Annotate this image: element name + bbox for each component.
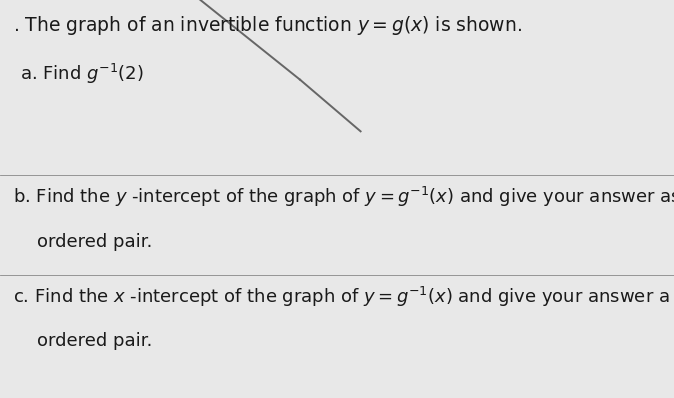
Text: b. Find the $y$ -intercept of the graph of $y = g^{-1}(x)$ and give your answer : b. Find the $y$ -intercept of the graph … — [13, 185, 674, 209]
Text: c. Find the $x$ -intercept of the graph of $y = g^{-1}(x)$ and give your answer : c. Find the $x$ -intercept of the graph … — [13, 285, 670, 309]
Text: ordered pair.: ordered pair. — [37, 233, 152, 251]
Text: a. Find $g^{-1}(2)$: a. Find $g^{-1}(2)$ — [20, 62, 144, 86]
Text: ordered pair.: ordered pair. — [37, 332, 152, 350]
Text: . The graph of an invertible function $y = g(x)$ is shown.: . The graph of an invertible function $y… — [13, 14, 522, 37]
